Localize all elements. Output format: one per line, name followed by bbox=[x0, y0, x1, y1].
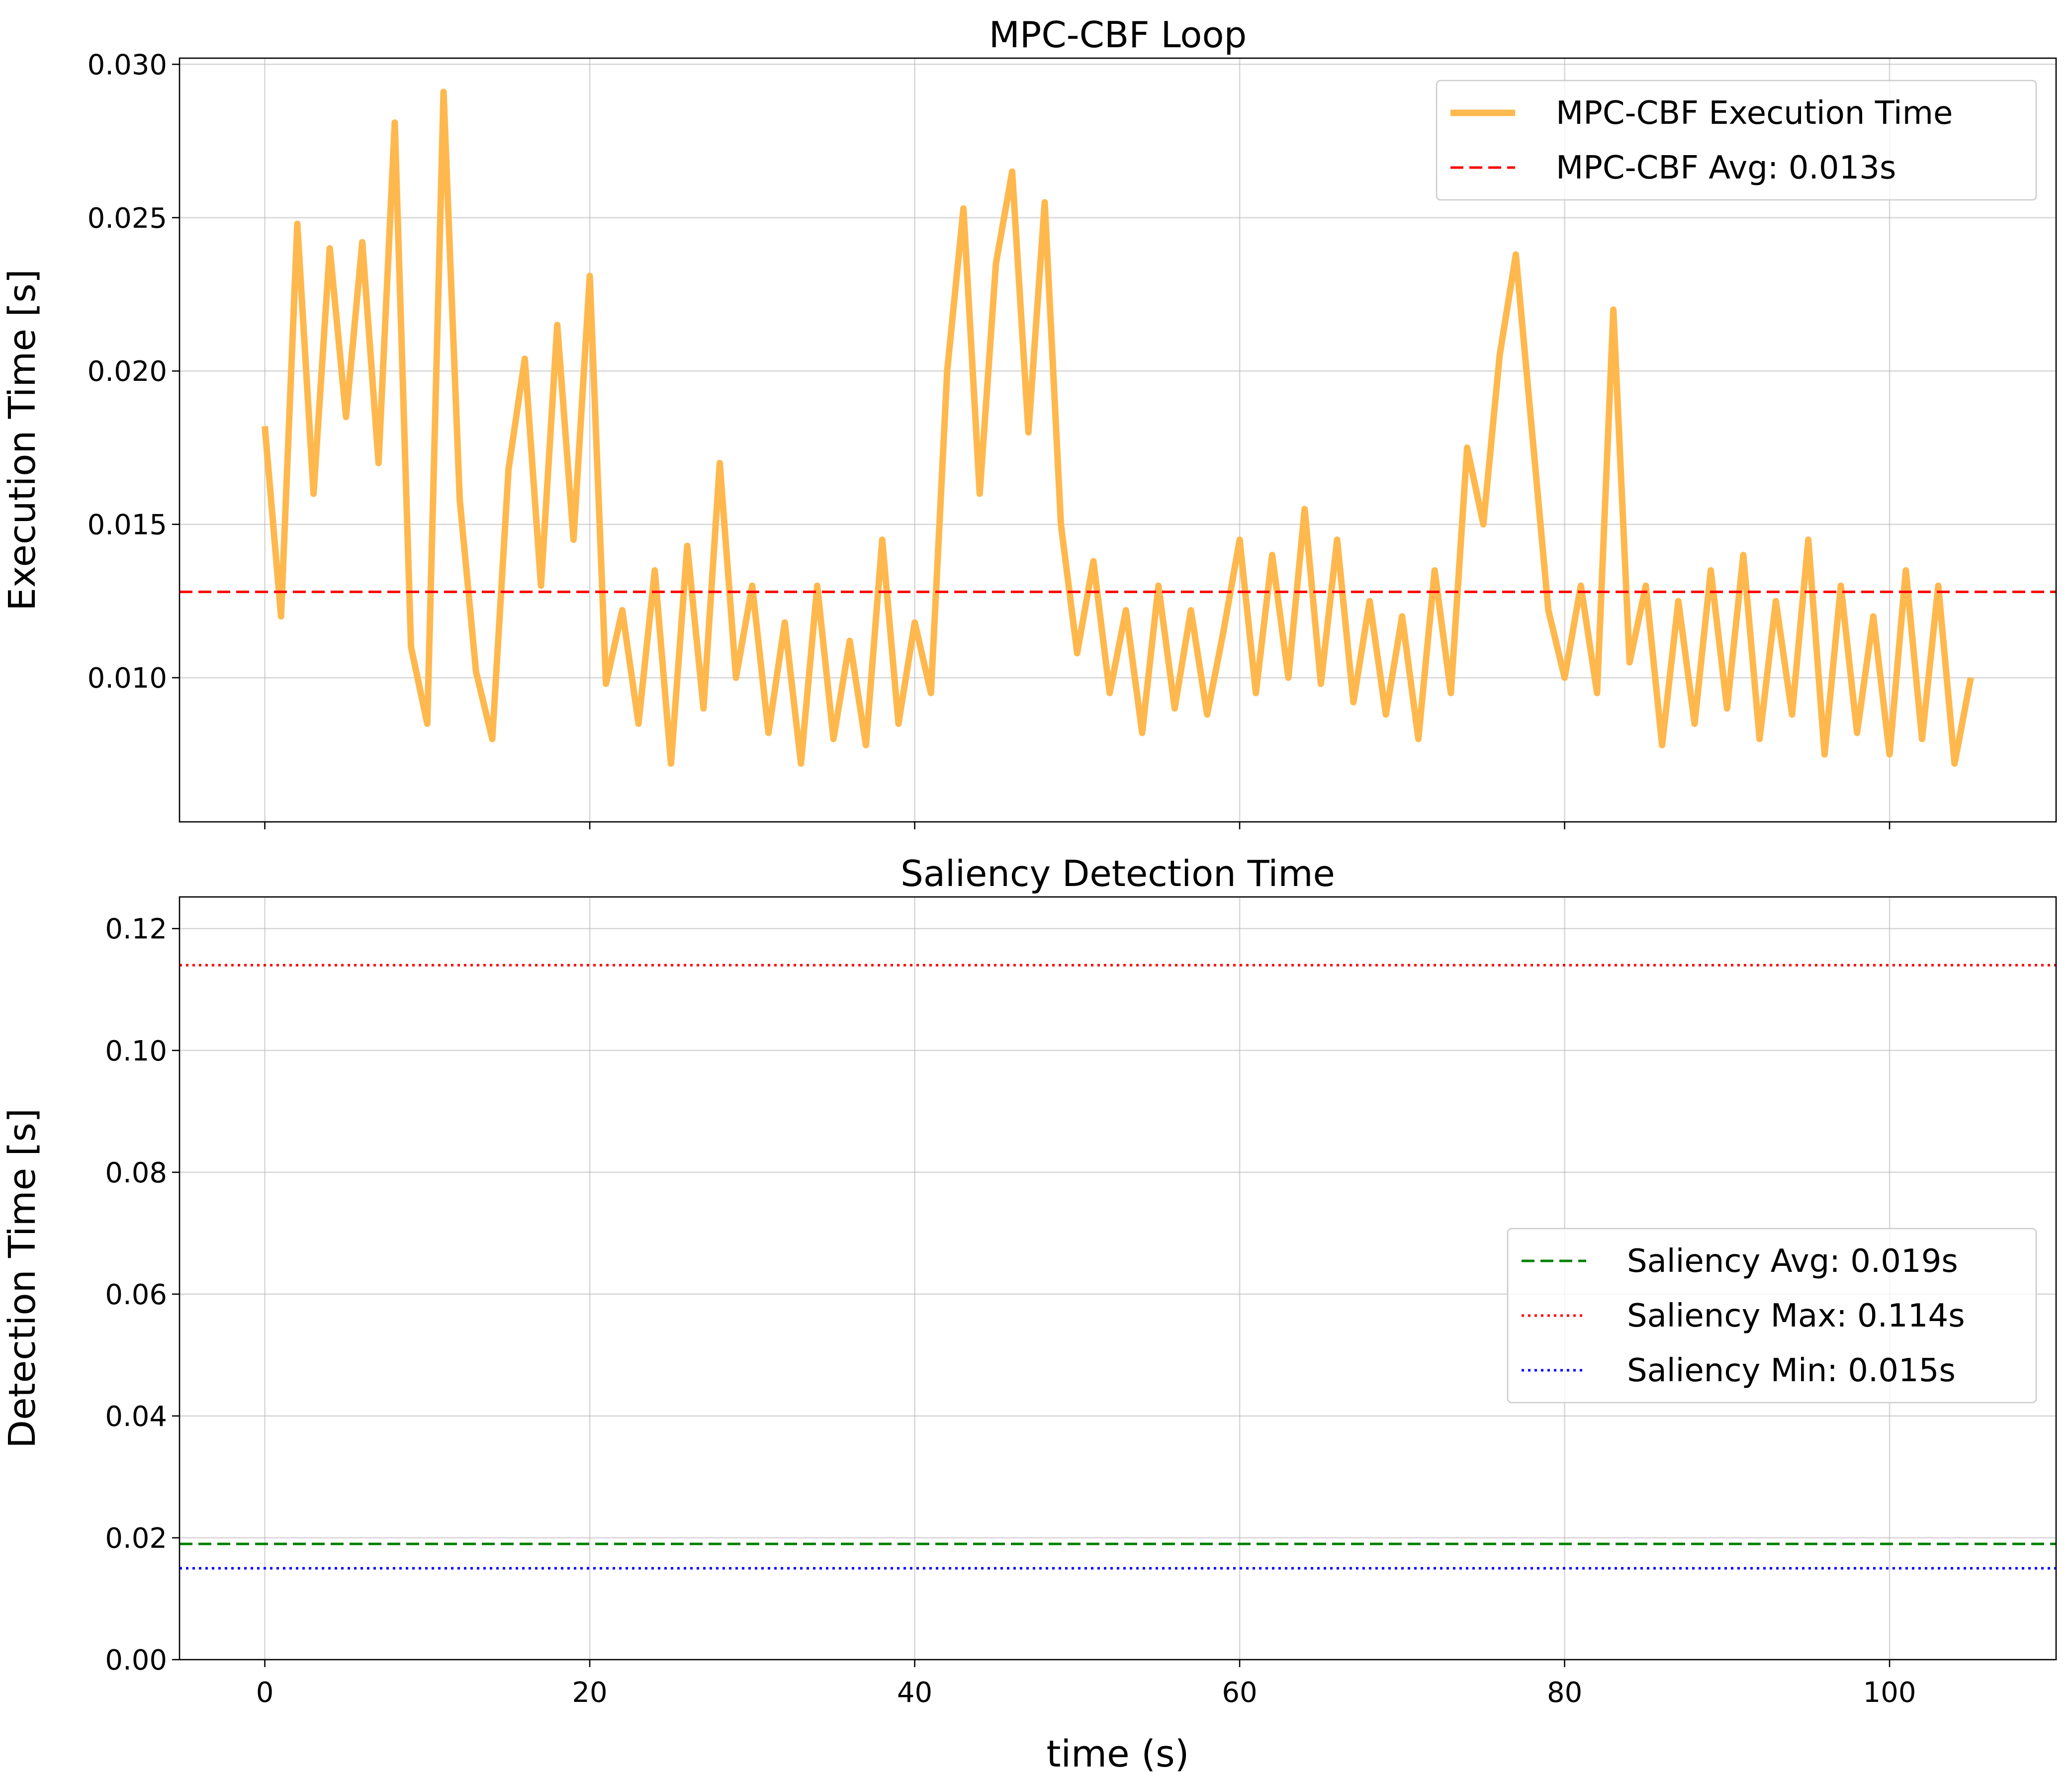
legend-label: Saliency Min: 0.015s bbox=[1627, 1352, 1956, 1389]
legend-label: Saliency Max: 0.114s bbox=[1627, 1298, 1965, 1334]
y-tick-label: 0.025 bbox=[88, 202, 167, 235]
x-axis-label: time (s) bbox=[1046, 1733, 1189, 1772]
plot-frame bbox=[179, 57, 2057, 823]
legend-label: MPC-CBF Avg: 0.013s bbox=[1556, 150, 1896, 186]
y-tick-label: 0.10 bbox=[105, 1035, 167, 1067]
x-tick-label: 40 bbox=[897, 1677, 932, 1709]
chart-panel: MPC-CBF Loop Execution Time [s] 0.010 0.015… bbox=[1, 14, 2057, 829]
y-tick-label: 0.010 bbox=[88, 662, 167, 695]
y-tick-label: 0.030 bbox=[88, 49, 167, 81]
legend-label: MPC-CBF Execution Time bbox=[1556, 95, 1953, 132]
data-line bbox=[262, 89, 1974, 767]
y-tick-label: 0.015 bbox=[88, 509, 167, 541]
x-tick-label: 0 bbox=[256, 1677, 274, 1709]
y-tick-label: 0.12 bbox=[105, 913, 167, 946]
y-tick-label: 0.020 bbox=[88, 355, 167, 388]
y-tick-label: 0.08 bbox=[105, 1157, 167, 1189]
x-tick-label: 100 bbox=[1863, 1677, 1916, 1709]
y-tick-label: 0.06 bbox=[105, 1279, 167, 1311]
x-tick-label: 80 bbox=[1547, 1677, 1582, 1709]
legend-label: Saliency Avg: 0.019s bbox=[1627, 1243, 1958, 1280]
legend-box bbox=[1507, 1228, 2037, 1404]
y-tick-label: 0.04 bbox=[105, 1401, 167, 1433]
x-tick-label: 20 bbox=[572, 1677, 607, 1709]
y-tick-label: 0.00 bbox=[105, 1644, 167, 1677]
legend-box bbox=[1436, 80, 2037, 201]
chart-title: Saliency Detection Time bbox=[901, 853, 1335, 894]
y-axis-label: Detection Time [s] bbox=[1, 1108, 44, 1448]
y-tick-label: 0.02 bbox=[105, 1522, 167, 1555]
plot-frame bbox=[179, 896, 2057, 1661]
chart-panel: Saliency Detection Time Detection Time [s… bbox=[1, 853, 2057, 1772]
y-axis-label: Execution Time [s] bbox=[1, 269, 44, 611]
x-tick-label: 60 bbox=[1222, 1677, 1257, 1709]
chart-title: MPC-CBF Loop bbox=[989, 14, 1247, 56]
